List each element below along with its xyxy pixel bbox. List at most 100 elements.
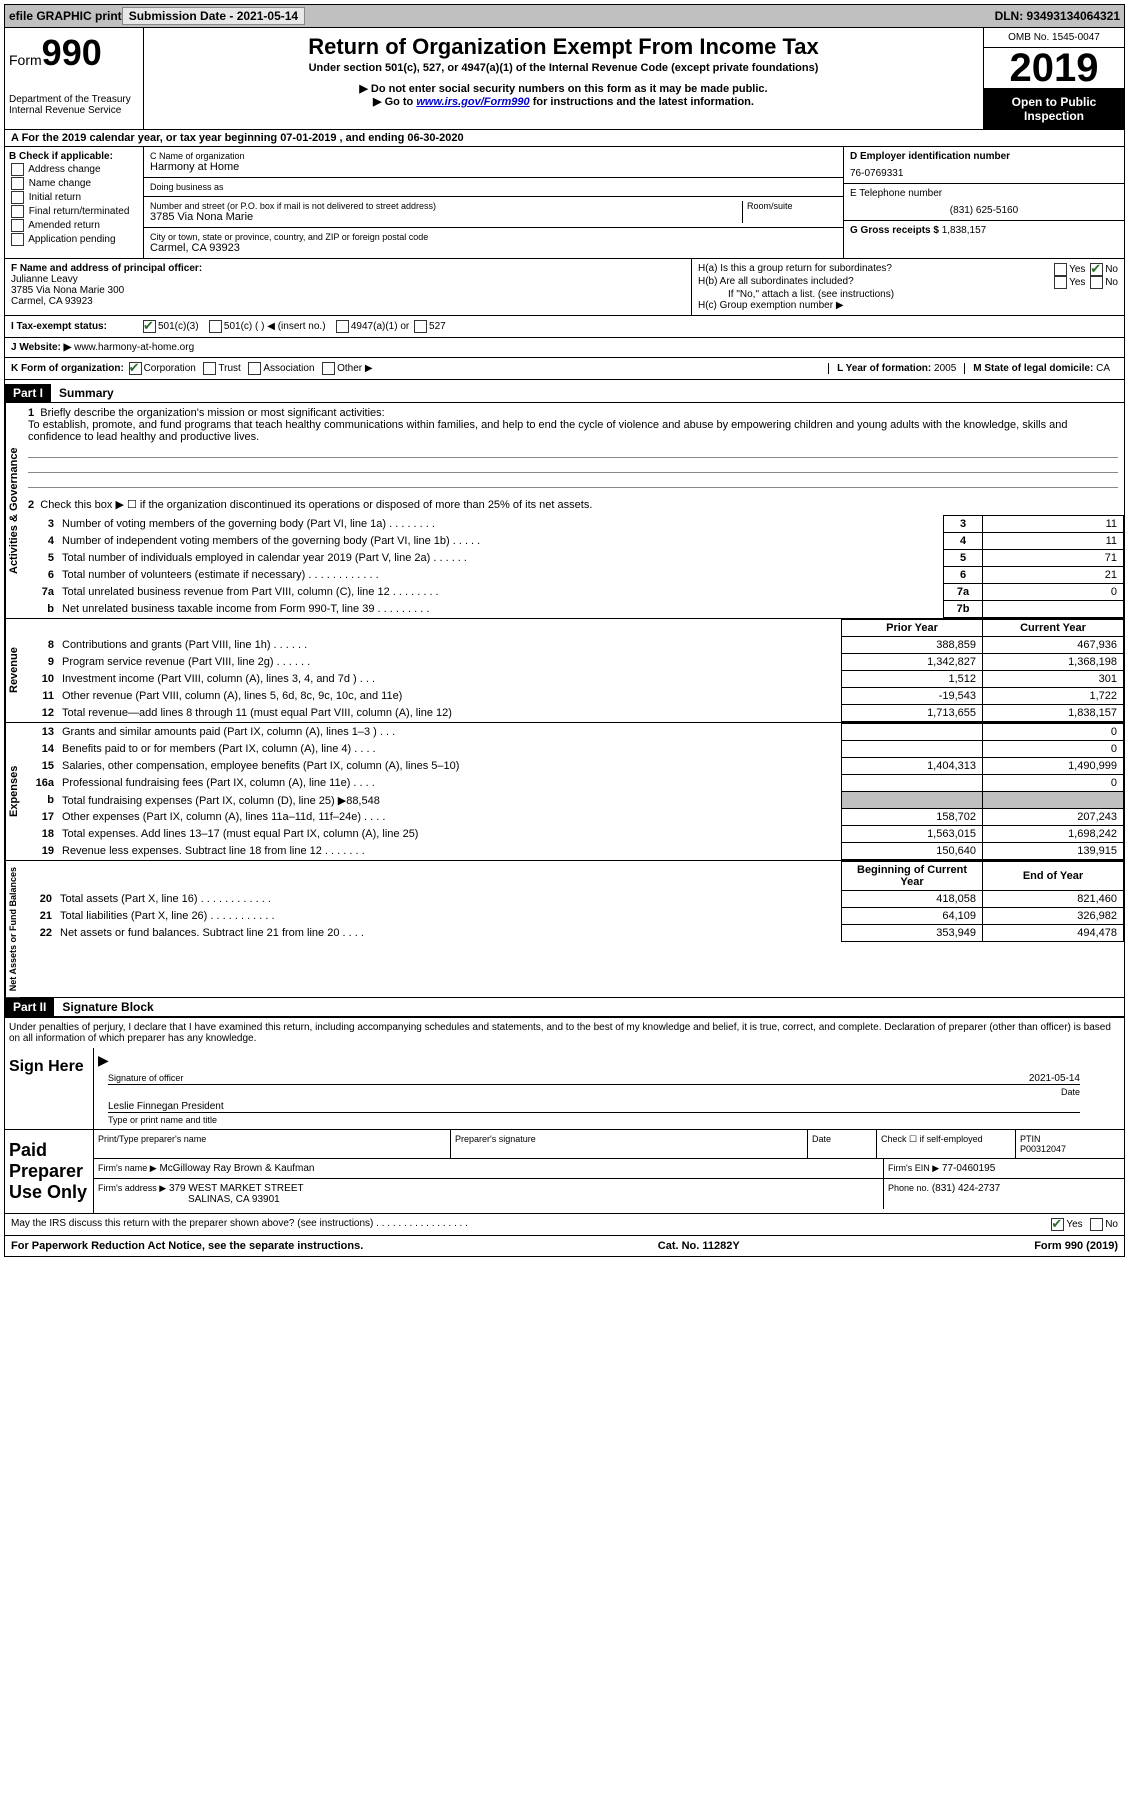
ha-no[interactable] <box>1090 263 1103 276</box>
line2-text: Check this box ▶ ☐ if the organization d… <box>40 499 592 511</box>
footer-mid: Cat. No. 11282Y <box>658 1240 740 1252</box>
addr-value: 3785 Via Nona Marie <box>150 211 742 223</box>
revenue-table: Prior Year Current Year 8Contributions a… <box>22 619 1124 722</box>
phone-label: E Telephone number <box>850 188 1118 199</box>
tax-status-label: I Tax-exempt status: <box>11 321 141 332</box>
table-row: 19Revenue less expenses. Subtract line 1… <box>22 843 1124 860</box>
box-c: C Name of organization Harmony at Home D… <box>144 147 843 258</box>
info-grid: B Check if applicable: Address change Na… <box>5 147 1124 259</box>
table-row: 17Other expenses (Part IX, column (A), l… <box>22 809 1124 826</box>
form-header: Form990 Department of the Treasury Inter… <box>5 28 1124 130</box>
discuss-no[interactable] <box>1090 1218 1103 1231</box>
cb-trust[interactable] <box>203 362 216 375</box>
ein-label: D Employer identification number <box>850 151 1118 162</box>
side-expenses: Expenses <box>5 723 22 860</box>
table-row: 6Total number of volunteers (estimate if… <box>22 567 1124 584</box>
firm-name-label: Firm's name ▶ <box>98 1163 157 1173</box>
mission-text: To establish, promote, and fund programs… <box>28 419 1068 443</box>
officer-addr1: 3785 Via Nona Marie 300 <box>11 285 685 296</box>
room-label: Room/suite <box>747 201 837 211</box>
discuss-yes[interactable] <box>1051 1218 1064 1231</box>
header-left: Form990 Department of the Treasury Inter… <box>5 28 144 129</box>
firm-addr2: SALINAS, CA 93901 <box>98 1194 879 1205</box>
ptin-label: PTIN <box>1020 1134 1041 1144</box>
irs-link[interactable]: www.irs.gov/Form990 <box>416 96 529 108</box>
year-formation: 2005 <box>934 363 956 374</box>
cb-501c3[interactable] <box>143 320 156 333</box>
signature-block: Under penalties of perjury, I declare th… <box>5 1017 1124 1236</box>
city-label: City or town, state or province, country… <box>150 232 837 242</box>
side-net: Net Assets or Fund Balances <box>5 861 20 997</box>
sig-date-label: Date <box>1061 1087 1080 1097</box>
org-name: Harmony at Home <box>150 161 837 173</box>
line2-num: 2 <box>28 499 34 511</box>
table-row: 21Total liabilities (Part X, line 26) . … <box>20 908 1124 925</box>
cb-app-pending[interactable]: Application pending <box>9 233 139 246</box>
dept-treasury: Department of the Treasury <box>9 94 139 105</box>
box-h: H(a) Is this a group return for subordin… <box>692 259 1124 315</box>
public-inspection: Open to Public Inspection <box>984 89 1124 129</box>
hb-label: H(b) Are all subordinates included? <box>698 276 854 289</box>
firm-phone: (831) 424-2737 <box>932 1183 1000 1194</box>
phone-value: (831) 625-5160 <box>850 205 1118 216</box>
form-label: Form <box>9 52 42 68</box>
net-table: Beginning of Current Year End of Year 20… <box>20 861 1124 942</box>
table-row: 18Total expenses. Add lines 13–17 (must … <box>22 826 1124 843</box>
paid-preparer-label: Paid Preparer Use Only <box>5 1130 94 1213</box>
row-i: I Tax-exempt status: 501(c)(3) 501(c) ( … <box>5 316 1124 338</box>
submission-date-button[interactable]: Submission Date - 2021-05-14 <box>122 7 305 25</box>
ha-yes[interactable] <box>1054 263 1067 276</box>
efile-label: efile GRAPHIC print <box>9 9 122 23</box>
goto-post: for instructions and the latest informat… <box>530 96 754 108</box>
revenue-header-row: Prior Year Current Year <box>22 620 1124 637</box>
table-row: 13Grants and similar amounts paid (Part … <box>22 724 1124 741</box>
officer-name: Julianne Leavy <box>11 274 685 285</box>
row-j: J Website: ▶ www.harmony-at-home.org <box>5 338 1124 358</box>
top-bar: efile GRAPHIC print Submission Date - 20… <box>5 5 1124 28</box>
form-number: 990 <box>42 32 102 73</box>
form-container: efile GRAPHIC print Submission Date - 20… <box>4 4 1125 1257</box>
table-row: 12Total revenue—add lines 8 through 11 (… <box>22 705 1124 722</box>
current-year-header: Current Year <box>983 620 1124 637</box>
cb-assoc[interactable] <box>248 362 261 375</box>
cb-name-change[interactable]: Name change <box>9 177 139 190</box>
cb-amended[interactable]: Amended return <box>9 219 139 232</box>
part1-bar: Part I Summary <box>5 384 1124 403</box>
state-domicile: CA <box>1096 363 1110 374</box>
net-header-row: Beginning of Current Year End of Year <box>20 862 1124 891</box>
table-row: bTotal fundraising expenses (Part IX, co… <box>22 792 1124 809</box>
hb-yes[interactable] <box>1054 276 1067 289</box>
firm-ein-label: Firm's EIN ▶ <box>888 1163 939 1173</box>
cb-initial-return[interactable]: Initial return <box>9 191 139 204</box>
mission-label: Briefly describe the organization's miss… <box>40 407 384 419</box>
cb-other[interactable] <box>322 362 335 375</box>
goto-pre: ▶ Go to <box>373 96 416 108</box>
end-year-header: End of Year <box>983 862 1124 891</box>
table-row: 10Investment income (Part VIII, column (… <box>22 671 1124 688</box>
cb-501c[interactable] <box>209 320 222 333</box>
hc-label: H(c) Group exemption number ▶ <box>698 300 1118 311</box>
table-row: 15Salaries, other compensation, employee… <box>22 758 1124 775</box>
table-row: 11Other revenue (Part VIII, column (A), … <box>22 688 1124 705</box>
hb-no[interactable] <box>1090 276 1103 289</box>
footer-right: Form 990 (2019) <box>1034 1240 1118 1252</box>
sig-name-title: Leslie Finnegan President <box>108 1101 224 1112</box>
mission-num: 1 <box>28 407 34 419</box>
section-expenses: Expenses 13Grants and similar amounts pa… <box>5 723 1124 861</box>
prep-date-label: Date <box>808 1130 877 1158</box>
row-fh: F Name and address of principal officer:… <box>5 259 1124 316</box>
prior-year-header: Prior Year <box>842 620 983 637</box>
tax-year: 2019 <box>984 48 1124 89</box>
box-f: F Name and address of principal officer:… <box>5 259 692 315</box>
hb-note: If "No," attach a list. (see instruction… <box>698 289 1118 300</box>
begin-year-header: Beginning of Current Year <box>842 862 983 891</box>
firm-addr-label: Firm's address ▶ <box>98 1183 166 1193</box>
cb-corp[interactable] <box>129 362 142 375</box>
part2-num: Part II <box>5 998 54 1016</box>
form-subtitle: Under section 501(c), 527, or 4947(a)(1)… <box>148 62 979 74</box>
ein-value: 76-0769331 <box>850 168 1118 179</box>
cb-4947[interactable] <box>336 320 349 333</box>
cb-address-change[interactable]: Address change <box>9 163 139 176</box>
cb-final-return[interactable]: Final return/terminated <box>9 205 139 218</box>
cb-527[interactable] <box>414 320 427 333</box>
